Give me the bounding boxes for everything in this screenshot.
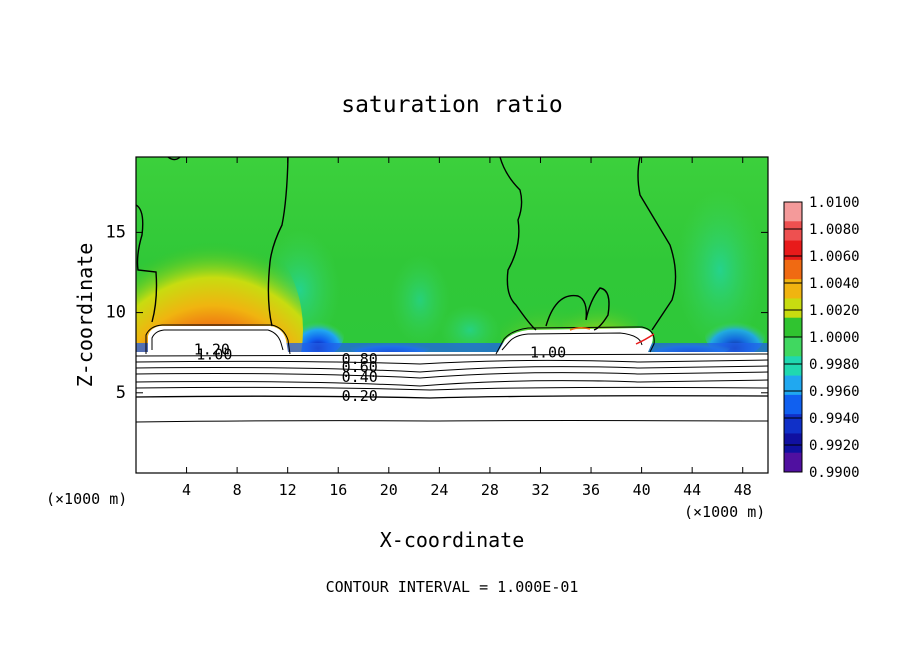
colorbar-label: 0.9940	[809, 411, 860, 427]
colorbar-swatch	[784, 452, 802, 473]
cloud-1	[148, 326, 288, 352]
x-tick-label: 16	[329, 481, 347, 499]
colorbar-swatch	[784, 375, 802, 396]
x-tick-label: 8	[233, 481, 242, 499]
plot-area	[136, 157, 768, 473]
colorbar-swatch	[784, 356, 802, 377]
y-axis: 5 10 15	[106, 222, 768, 403]
colorbar-swatch	[784, 259, 802, 280]
x-axis-title: X-coordinate	[380, 528, 525, 552]
colorbar-label: 0.9980	[809, 357, 860, 373]
colorbar-label: 0.9900	[809, 465, 860, 481]
y-axis-title: Z-coordinate	[73, 243, 97, 388]
colorbar-swatch	[784, 240, 802, 261]
cloud-edge-red	[635, 333, 655, 345]
x-tick-label: 12	[279, 481, 297, 499]
x-tick-label: 44	[683, 481, 701, 499]
colorbar-swatch	[784, 433, 802, 454]
cloud-edge-orange	[569, 326, 591, 331]
colorbar-swatch	[784, 414, 802, 434]
x-tick-label: 24	[430, 481, 448, 499]
y-tick-label: 10	[106, 303, 126, 323]
contour-interval-note: CONTOUR INTERVAL = 1.000E-01	[326, 578, 579, 596]
colorbar-swatch	[784, 317, 802, 338]
cyan-region-4	[440, 305, 500, 355]
dry-layer	[136, 352, 768, 473]
contour-label: 0.60	[342, 358, 378, 376]
contour-labels: 1.201.00 1.000.800.600.400.20	[194, 340, 566, 405]
colorbar-label: 1.0020	[809, 303, 860, 319]
colorbar-swatch	[784, 221, 802, 242]
x-axis: 4 8 12 16 20 24 28 32 36 40 44 48	[182, 157, 752, 499]
colorbar-swatch	[784, 394, 802, 415]
chart-title: saturation ratio	[341, 92, 563, 118]
colorbar-label: 1.0100	[809, 195, 860, 211]
x-tick-label: 40	[633, 481, 651, 499]
blue-band	[136, 343, 768, 353]
colorbar-label: 0.9920	[809, 438, 860, 454]
contour-label: 1.00	[196, 345, 232, 363]
contour-label: 1.20	[194, 340, 230, 358]
ratio-1-contours	[136, 157, 677, 331]
colorbar-label: 0.9960	[809, 384, 860, 400]
colorbar-label: 1.0040	[809, 276, 860, 292]
colorbar-swatch	[784, 337, 802, 357]
colorbar-label: 1.0000	[809, 330, 860, 346]
x-tick-label: 4	[182, 481, 191, 499]
colorbar-label: 1.0060	[809, 249, 860, 265]
contour-label: 0.80	[342, 350, 378, 368]
colorbar-swatch	[784, 298, 802, 319]
y-tick-label: 15	[106, 222, 126, 242]
x-tick-label: 20	[380, 481, 398, 499]
plot-border	[135, 156, 769, 474]
colorbar-swatch	[784, 279, 802, 299]
contour-label: 0.20	[342, 387, 378, 405]
x-tick-label: 48	[734, 481, 752, 499]
x-unit-label-left: (×1000 m)	[46, 490, 127, 508]
contour-label: 1.00	[530, 344, 566, 362]
cyan-region-3	[675, 190, 765, 350]
colorbar-swatch	[784, 202, 802, 222]
x-tick-label: 32	[531, 481, 549, 499]
x-tick-label: 28	[481, 481, 499, 499]
x-tick-label: 36	[582, 481, 600, 499]
colorbar-label: 1.0080	[809, 222, 860, 238]
cyan-region-2	[390, 255, 450, 345]
x-unit-label-right: (×1000 m)	[684, 503, 765, 521]
contour-label: 0.40	[342, 368, 378, 386]
colorbar: 1.0100 1.0080 1.0060 1.0040 1.0020 1.0000 0.99…	[783, 195, 860, 481]
cloud-2	[498, 328, 653, 352]
dry-layer-contours	[136, 353, 768, 423]
y-tick-label: 5	[116, 383, 126, 403]
